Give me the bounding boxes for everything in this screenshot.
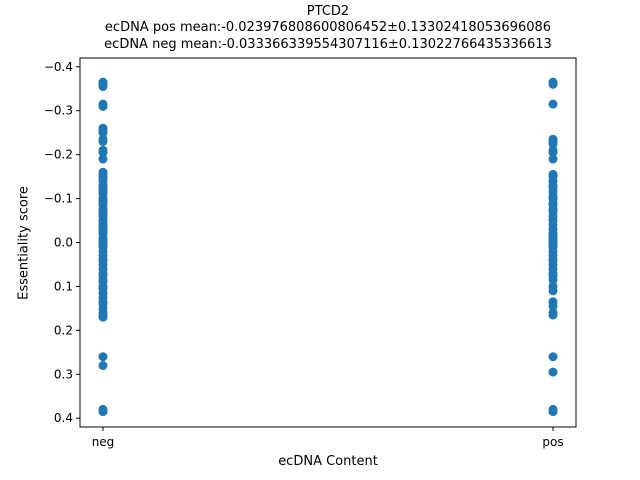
y-tick-label: 0.4 [54,411,73,425]
data-point-pos [548,147,558,157]
y-tick-label: 0.1 [54,279,73,293]
data-point-pos [548,352,558,362]
data-point-neg [98,352,108,362]
y-axis-ticks: −0.4 −0.3 −0.2 −0.1 0.0 0.1 0.2 0.3 0.4 [44,60,80,425]
y-tick-label: −0.1 [44,192,73,206]
data-point-neg [98,154,108,164]
data-point-neg [98,128,108,138]
chart-subtitle-pos: ecDNA pos mean:-0.023976808600806452±0.1… [104,20,552,35]
x-tick-label-neg: neg [92,435,115,449]
y-axis-label: Essentiality score [16,186,32,300]
x-axis-label: ecDNA Content [278,454,378,469]
chart-subtitle-neg: ecDNA neg mean:-0.033366339554307116±0.1… [104,37,552,52]
y-tick-label: 0.3 [54,367,73,381]
data-point-pos [548,99,558,109]
data-point-pos [548,407,558,417]
data-point-pos [548,154,558,164]
data-point-neg [98,101,108,111]
chart-title: PTCD2 [306,4,350,19]
data-point-neg [98,82,108,92]
data-point-pos [548,275,558,285]
data-point-neg [98,407,108,417]
data-point-pos [548,310,558,320]
data-point-neg [98,312,108,322]
data-point-neg [98,136,108,146]
data-point-pos [548,79,558,89]
data-point-pos [548,367,558,377]
y-tick-label: 0.0 [54,236,73,250]
data-point-neg [98,147,108,157]
data-point-pos [548,139,558,149]
data-point-neg [98,361,108,370]
plot-frame [79,57,577,428]
data-point-pos [548,286,558,296]
y-tick-label: 0.2 [54,323,73,337]
x-tick-label-pos: pos [542,435,563,449]
x-axis-ticks: neg pos [92,427,564,449]
y-tick-label: −0.4 [44,60,73,74]
y-tick-label: −0.3 [44,104,73,118]
y-tick-label: −0.2 [44,148,73,162]
data-points [98,77,558,417]
data-point-pos [548,301,558,311]
